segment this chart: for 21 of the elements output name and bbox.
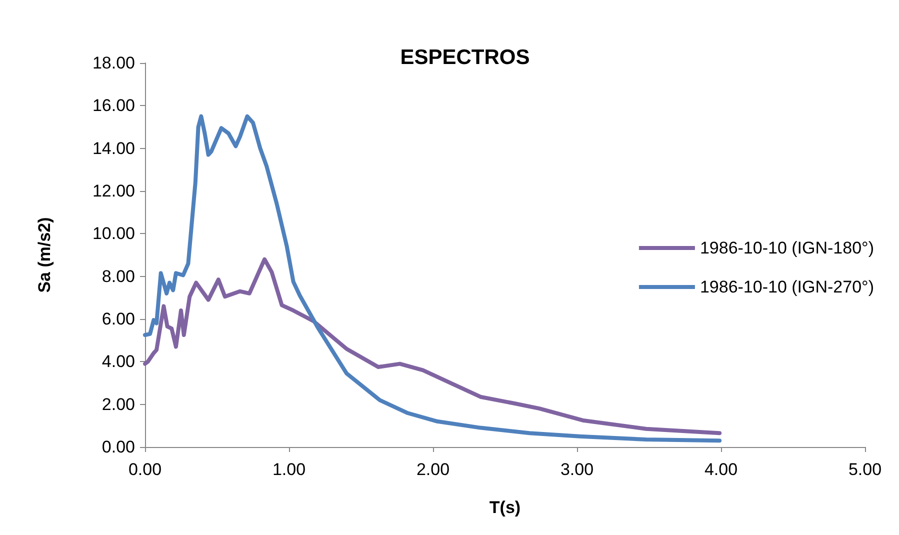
- y-tick-label: 18.00: [92, 54, 135, 72]
- y-tick-label: 10.00: [92, 224, 135, 244]
- y-tick-label: 14.00: [92, 138, 135, 158]
- x-tick-label: 5.00: [848, 460, 882, 479]
- x-axis-title: T(s): [489, 498, 521, 517]
- x-tick-label: 2.00: [416, 460, 450, 479]
- legend-label: 1986-10-10 (IGN-180°): [700, 238, 874, 258]
- y-tick-label: 6.00: [102, 310, 135, 328]
- y-axis-title: Sa (m/s2): [35, 217, 54, 293]
- y-tick-label: 4.00: [102, 352, 135, 372]
- x-tick-label: 1.00: [272, 460, 306, 479]
- y-tick-label: 16.00: [92, 96, 135, 116]
- y-tick-label: 12.00: [92, 182, 135, 200]
- x-tick-label: 3.00: [560, 460, 594, 479]
- y-tick-label: 2.00: [102, 394, 135, 414]
- x-tick-label: 4.00: [704, 460, 738, 479]
- y-tick-label: 8.00: [102, 266, 135, 286]
- y-tick-label: 0.00: [102, 438, 135, 456]
- x-tick-label: 0.00: [128, 460, 162, 479]
- chart-title: ESPECTROS: [400, 46, 530, 69]
- legend-label: 1986-10-10 (IGN-270°): [700, 278, 874, 296]
